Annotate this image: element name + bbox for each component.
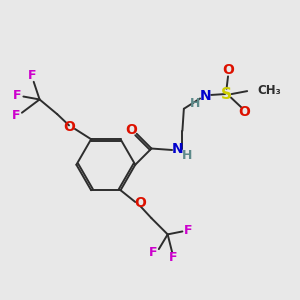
Text: H: H xyxy=(182,149,192,162)
Text: N: N xyxy=(200,88,212,103)
Text: H: H xyxy=(190,97,200,110)
Text: CH₃: CH₃ xyxy=(257,84,281,97)
Text: O: O xyxy=(64,120,76,134)
Text: F: F xyxy=(149,246,157,259)
Text: S: S xyxy=(220,87,232,102)
Text: N: N xyxy=(172,142,184,155)
Text: O: O xyxy=(125,123,137,137)
Text: F: F xyxy=(184,224,193,237)
Text: F: F xyxy=(13,89,22,102)
Text: O: O xyxy=(135,196,146,211)
Text: F: F xyxy=(12,109,20,122)
Text: O: O xyxy=(223,64,235,77)
Text: F: F xyxy=(168,251,177,264)
Text: F: F xyxy=(28,69,37,82)
Text: O: O xyxy=(238,105,250,119)
